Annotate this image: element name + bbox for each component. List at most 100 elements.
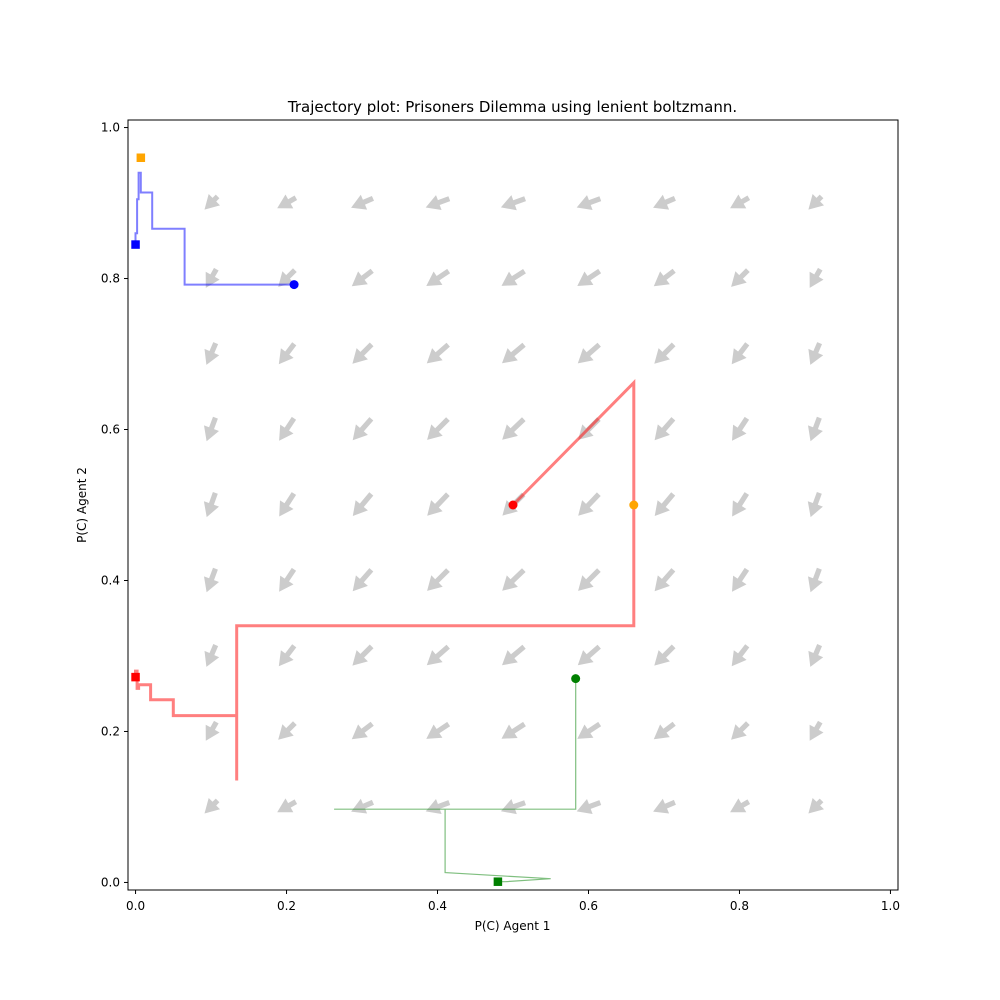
quiver-arrow — [277, 798, 298, 813]
quiver-arrow — [351, 721, 374, 740]
quiver-arrow — [205, 267, 220, 288]
quiver-arrow — [427, 568, 450, 591]
quiver-arrow — [654, 342, 676, 364]
quiver-arrow — [731, 644, 750, 667]
quiver-arrow — [731, 268, 750, 287]
quiver-arrow — [427, 492, 450, 516]
quiver-arrow — [204, 416, 219, 442]
quiver-arrow — [654, 568, 676, 592]
trajectory-start-marker — [508, 500, 518, 510]
quiver-arrow — [205, 720, 220, 741]
quiver-arrow — [425, 799, 451, 814]
y-tick-label: 0.8 — [101, 272, 120, 286]
x-tick-label: 0.2 — [277, 899, 296, 913]
x-tick-label: 0.4 — [428, 899, 447, 913]
quiver-arrow — [502, 568, 526, 591]
quiver-arrow — [808, 798, 824, 814]
quiver-arrow — [730, 798, 751, 813]
quiver-arrow — [426, 721, 451, 739]
quiver-arrow — [808, 342, 824, 365]
quiver-arrow — [500, 799, 526, 815]
x-tick-label: 0.8 — [730, 899, 749, 913]
quiver-arrow — [426, 644, 450, 666]
quiver-arrow — [653, 798, 676, 814]
quiver-arrow — [576, 799, 602, 814]
quiver-arrow — [427, 417, 450, 440]
quiver-arrow — [502, 417, 526, 440]
quiver-arrow — [352, 342, 374, 364]
quiver-arrow — [352, 492, 374, 516]
quiver-arrow — [809, 720, 824, 741]
quiver-arrow — [732, 416, 750, 441]
quiver-arrow — [352, 417, 374, 441]
quiver-arrow — [204, 342, 220, 365]
quiver-arrow — [351, 268, 374, 287]
trajectory-end-marker — [136, 153, 146, 162]
quiver-arrow — [279, 492, 297, 517]
y-tick-label: 0.4 — [101, 573, 120, 587]
y-tick-label: 1.0 — [101, 121, 120, 135]
quiver-arrow — [731, 721, 750, 740]
quiver-arrow — [807, 492, 823, 518]
quiver-arrow — [654, 417, 676, 441]
quiver-arrow — [277, 194, 298, 209]
quiver-arrow — [730, 194, 751, 209]
trajectory-end-marker — [131, 672, 140, 682]
quiver-arrow — [578, 568, 601, 591]
quiver-arrow — [426, 342, 450, 364]
quiver-arrow — [204, 798, 220, 814]
trajectory-end-marker — [493, 877, 503, 886]
quiver-arrow — [576, 195, 602, 210]
quiver-arrow — [204, 567, 219, 593]
quiver-arrow — [577, 644, 601, 666]
quiver-arrow — [654, 644, 676, 666]
quiver-arrow — [203, 492, 219, 518]
quiver-arrow — [653, 268, 676, 287]
x-tick-label: 1.0 — [881, 899, 900, 913]
x-axis-label: P(C) Agent 1 — [475, 919, 551, 933]
quiver-arrow — [653, 721, 676, 740]
quiver-arrow — [501, 721, 526, 739]
quiver-arrow — [351, 798, 374, 814]
chart-title: Trajectory plot: Prisoners Dilemma using… — [287, 98, 737, 116]
quiver-arrow — [808, 416, 823, 442]
quiver-arrow — [501, 269, 526, 286]
y-tick-label: 0.0 — [101, 875, 120, 889]
x-axis-ticks: 0.0 0.2 0.4 0.6 0.8 1.0 — [126, 890, 900, 913]
quiver-field — [203, 194, 824, 815]
trajectory-end-marker — [131, 240, 140, 249]
y-axis-label: P(C) Agent 2 — [75, 467, 89, 543]
x-tick-label: 0.6 — [579, 899, 598, 913]
y-tick-label: 0.6 — [101, 423, 120, 437]
y-tick-label: 0.2 — [101, 724, 120, 738]
quiver-arrow — [732, 492, 749, 517]
quiver-arrow — [732, 567, 750, 592]
quiver-arrow — [808, 194, 824, 210]
quiver-arrow — [809, 267, 824, 288]
quiver-arrow — [204, 194, 220, 210]
quiver-arrow — [279, 567, 297, 592]
trajectory-start-marker — [289, 280, 299, 290]
trajectory-markers — [131, 153, 639, 886]
quiver-arrow — [653, 194, 676, 210]
quiver-arrow — [425, 195, 451, 210]
quiver-arrow — [502, 342, 526, 364]
quiver-arrow — [278, 644, 297, 667]
quiver-arrow — [500, 195, 526, 211]
trajectory-start-marker — [629, 500, 639, 510]
trajectory-start-marker — [571, 674, 581, 684]
quiver-arrow — [577, 268, 602, 286]
trajectory-line — [334, 678, 577, 883]
plot-frame — [127, 119, 899, 891]
quiver-arrow — [577, 721, 602, 739]
y-axis-ticks: 0.0 0.2 0.4 0.6 0.8 1.0 — [101, 121, 128, 889]
quiver-arrow — [731, 342, 750, 365]
quiver-arrow — [278, 342, 297, 365]
quiver-arrow — [278, 721, 297, 740]
quiver-arrow — [502, 644, 526, 666]
quiver-arrow — [204, 644, 220, 667]
quiver-arrow — [352, 644, 374, 666]
quiver-arrow — [279, 416, 297, 441]
